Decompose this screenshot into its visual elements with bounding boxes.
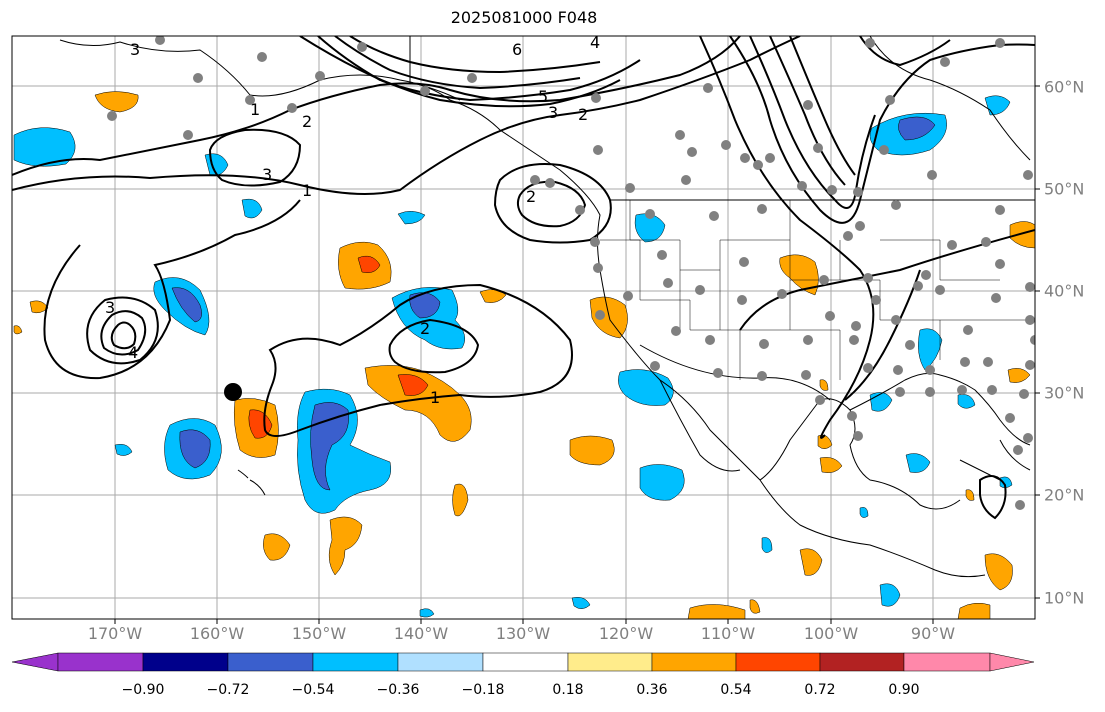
station-dots [107, 36, 1035, 510]
lat-label: 20°N [1044, 485, 1085, 505]
colorbar-min-extend [11, 652, 59, 672]
colorbar-bin [227, 652, 314, 672]
contour-label: 2 [302, 112, 312, 131]
lon-label: 140°W [393, 624, 449, 643]
colorbar-tick-label: 0.18 [552, 682, 584, 698]
coastlines [59, 36, 1035, 578]
colorbar-tick-label: 0.54 [720, 682, 752, 698]
lat-label: 10°N [1044, 588, 1085, 608]
lat-label: 40°N [1044, 281, 1085, 301]
contour-label: 5 [538, 87, 548, 106]
lon-label: 90°W [910, 624, 956, 643]
colorbar-bin [819, 652, 905, 672]
location-marker [224, 383, 242, 401]
lon-label: 120°W [598, 624, 654, 643]
colorbar-bin [651, 652, 737, 672]
positive-anomaly-fills [13, 91, 1035, 619]
contour-label: 2 [526, 187, 536, 206]
contour-label: 3 [105, 298, 115, 317]
lon-label: 160°W [189, 624, 245, 643]
colorbar-tick-label: −0.90 [121, 682, 165, 698]
colorbar-bin [735, 652, 821, 672]
colorbar-bin [903, 652, 991, 672]
colorbar-bin [142, 652, 229, 672]
lon-label: 170°W [87, 624, 143, 643]
colorbar-tick-label: 0.72 [804, 682, 836, 698]
contour-label: 4 [128, 343, 138, 362]
colorbar-tick-label: −0.36 [376, 682, 420, 698]
contour-label: 2 [578, 105, 588, 124]
contour-label: 1 [430, 388, 440, 407]
contour-label: 1 [302, 181, 312, 200]
axis-ticks [114, 85, 1040, 624]
contour-lines [12, 36, 1035, 520]
contour-label: 3 [548, 103, 558, 122]
colorbar-tick-label: 0.90 [888, 682, 920, 698]
contour-label: 6 [512, 40, 522, 59]
colorbar [11, 652, 1035, 672]
colorbar-tick-label: 0.36 [636, 682, 668, 698]
lon-label: 110°W [700, 624, 756, 643]
colorbar-tick-label: −0.72 [206, 682, 250, 698]
contour-label: 4 [590, 33, 600, 52]
colorbar-tick-label: −0.54 [291, 682, 335, 698]
lon-label: 100°W [803, 624, 859, 643]
lat-label: 30°N [1044, 383, 1085, 403]
negative-anomaly-fills [13, 95, 1013, 618]
colorbar-bin [397, 652, 484, 672]
contour-label: 1 [250, 100, 260, 119]
map-title: 2025081000 F048 [450, 8, 598, 27]
lon-label: 130°W [495, 624, 551, 643]
colorbar-tick-label: −0.18 [461, 682, 505, 698]
contour-label: 3 [262, 165, 272, 184]
colorbar-bin [567, 652, 653, 672]
lat-label: 50°N [1044, 179, 1085, 199]
colorbar-bin [312, 652, 399, 672]
contour-label: 2 [420, 319, 430, 338]
colorbar-bin [57, 652, 144, 672]
colorbar-bin [482, 652, 569, 672]
contour-label-group: 1 1 2 2 3 3 3 4 5 6 1 2 2 3 4 [105, 33, 600, 407]
state-borders [600, 200, 1035, 380]
colorbar-max-extend [989, 652, 1035, 672]
contour-label: 3 [130, 40, 140, 59]
lon-label: 150°W [291, 624, 347, 643]
lat-label: 60°N [1044, 77, 1085, 97]
